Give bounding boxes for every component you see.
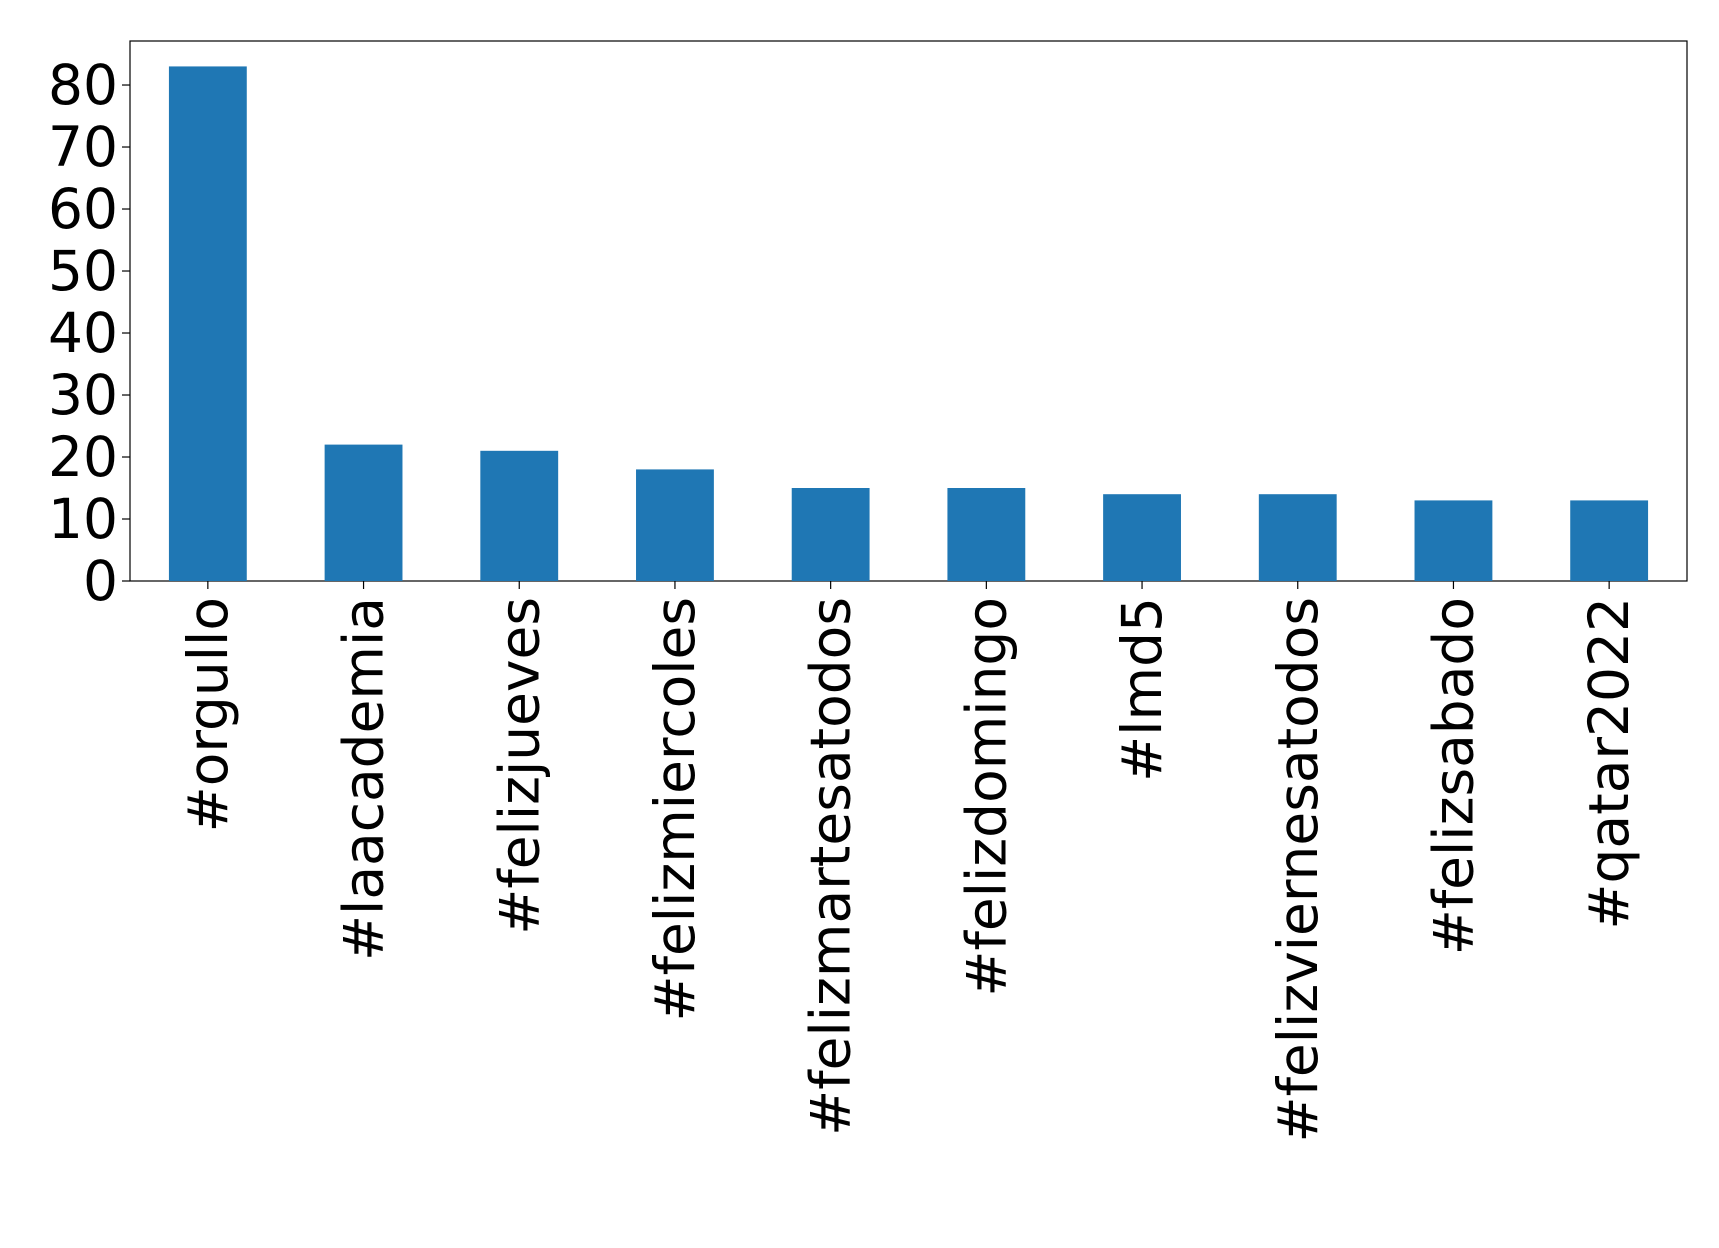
- x-tick-label: #lmd5: [1110, 597, 1174, 782]
- bar: [324, 444, 403, 581]
- bar: [168, 66, 247, 581]
- y-tick-label: 40: [48, 301, 118, 365]
- x-tick-label: #felizmartesatodos: [799, 597, 863, 1136]
- y-tick-label: 60: [48, 177, 118, 241]
- bar: [791, 488, 870, 581]
- x-tick-label: #felizmiercoles: [643, 597, 707, 1021]
- bar: [636, 469, 714, 581]
- bar: [1570, 500, 1649, 581]
- bar: [947, 488, 1026, 581]
- x-tick-label: #orgullo: [176, 597, 240, 832]
- bar: [480, 450, 559, 581]
- y-tick-label: 20: [48, 425, 118, 489]
- x-tick-label: #felizdomingo: [954, 597, 1018, 997]
- x-tick-label: #felizviernesatodos: [1266, 597, 1330, 1143]
- x-tick-label: #laacademia: [332, 597, 396, 961]
- y-tick-label: 0: [83, 549, 118, 613]
- y-tick-label: 50: [48, 239, 118, 303]
- x-tick-label: #felizsabado: [1421, 597, 1485, 955]
- plot-frame: [129, 40, 1688, 582]
- y-tick-label: 70: [48, 115, 118, 179]
- x-tick-label: #qatar2022: [1577, 597, 1641, 930]
- bar: [1258, 494, 1337, 581]
- bar: [1103, 494, 1181, 581]
- y-tick-label: 30: [48, 363, 118, 427]
- x-tick-label: #felizjueves: [487, 597, 551, 935]
- y-tick-label: 10: [48, 487, 118, 551]
- y-tick-label: 80: [48, 53, 118, 117]
- bar: [1414, 500, 1493, 581]
